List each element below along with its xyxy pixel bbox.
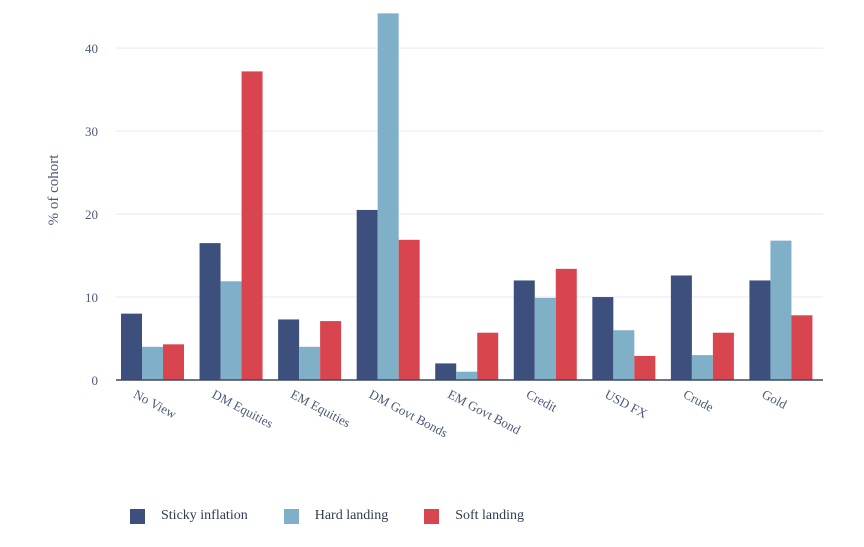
legend-item: Soft landing (424, 508, 524, 524)
bar-sticky-inflation (592, 297, 614, 380)
legend-label: Soft landing (455, 508, 525, 523)
x-tick-label: Crude (681, 386, 716, 414)
legend-swatch (424, 508, 440, 524)
x-tick-label: DM Equities (210, 386, 276, 431)
bar-hard-landing (220, 281, 242, 380)
bar-soft-landing (241, 71, 263, 380)
bar-hard-landing (691, 355, 713, 380)
y-tick-label: 0 (92, 373, 99, 388)
bar-soft-landing (398, 239, 420, 380)
bar-sticky-inflation (121, 313, 142, 380)
x-tick-label: EM Equities (288, 386, 353, 430)
x-tick-label: No View (131, 386, 179, 421)
bar-sticky-inflation (435, 363, 457, 380)
bar-hard-landing (142, 346, 163, 380)
bar-hard-landing (613, 330, 635, 380)
gridlines (116, 47, 823, 298)
bar-hard-landing (377, 13, 399, 380)
x-tick-label: EM Govt Bond (445, 386, 523, 437)
bar-hard-landing (770, 240, 792, 380)
bar-sticky-inflation (749, 280, 771, 380)
bar-sticky-inflation (356, 209, 378, 380)
bar-soft-landing (163, 344, 184, 380)
y-tick-label: 40 (85, 41, 98, 56)
legend-label: Hard landing (314, 508, 389, 523)
bar-soft-landing (712, 332, 734, 380)
legend-swatch (283, 508, 299, 524)
y-tick-label: 10 (85, 290, 98, 305)
x-tick-label: USD FX (602, 386, 650, 421)
bar-hard-landing (534, 297, 556, 380)
legend-item: Sticky inflation (130, 508, 248, 524)
bar-soft-landing (634, 355, 656, 380)
y-tick-label: 20 (85, 207, 98, 222)
x-tick-label: Credit (524, 386, 560, 415)
legend-label: Sticky inflation (161, 508, 248, 523)
bars (121, 13, 813, 380)
bar-soft-landing (555, 268, 577, 380)
bar-sticky-inflation (199, 243, 221, 380)
x-tick-label: DM Govt Bonds (367, 386, 451, 440)
bar-hard-landing (299, 346, 321, 380)
bar-soft-landing (477, 332, 499, 380)
bar-sticky-inflation (670, 275, 692, 380)
bar-soft-landing (791, 315, 813, 380)
legend-swatch (130, 508, 145, 524)
bar-hard-landing (456, 371, 478, 380)
y-axis-label: % of cohort (46, 154, 62, 226)
legend-item: Hard landing (283, 508, 389, 524)
bar-sticky-inflation (278, 319, 300, 380)
y-tick-label: 30 (85, 124, 98, 139)
bar-soft-landing (320, 321, 342, 380)
x-tick-label: Gold (760, 386, 790, 412)
bar-sticky-inflation (513, 280, 535, 380)
legend: Sticky inflation Hard landing Soft landing (130, 508, 524, 524)
